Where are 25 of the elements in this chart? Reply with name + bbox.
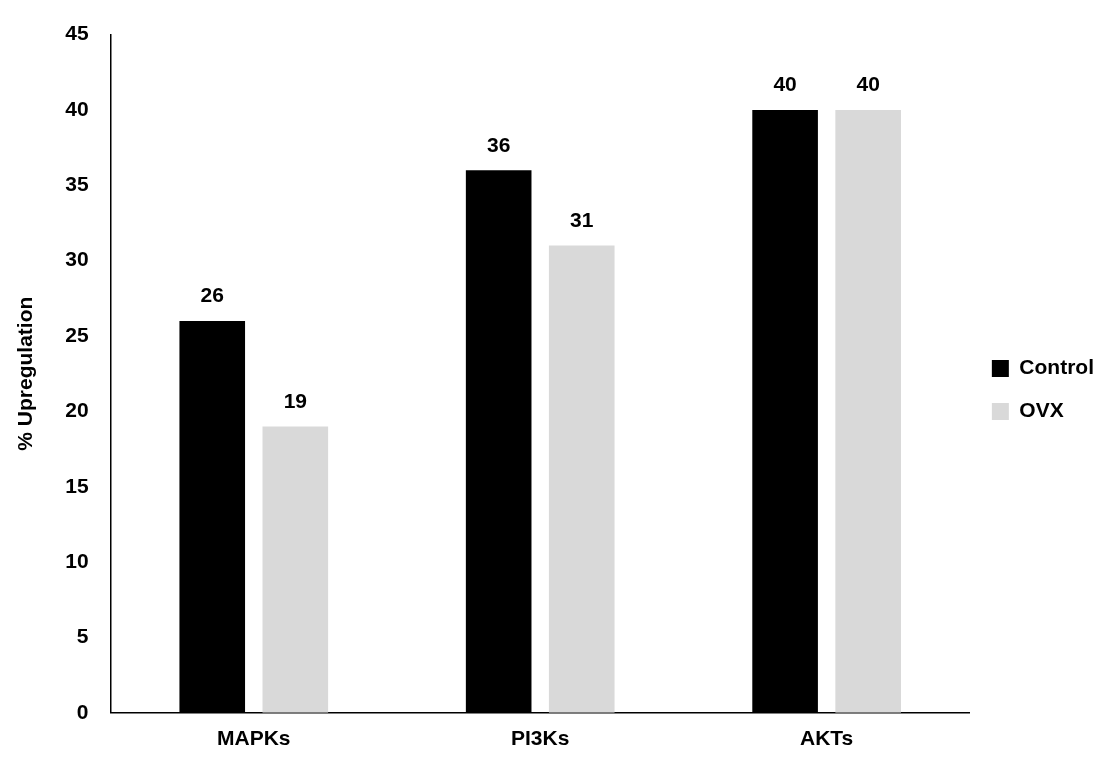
y-axis-title: % Upregulation <box>13 296 37 451</box>
y-tick-label: 35 <box>65 172 89 196</box>
data-label: 26 <box>200 283 224 307</box>
y-tick-label: 15 <box>65 473 89 497</box>
y-tick-label: 40 <box>65 96 89 120</box>
data-label: 31 <box>570 207 594 231</box>
x-tick-label: MAPKs <box>217 726 291 750</box>
y-tick-label: 20 <box>65 398 89 422</box>
y-tick-label: 5 <box>76 624 89 648</box>
y-tick-label: 45 <box>65 21 89 45</box>
y-tick-label: 25 <box>65 322 89 346</box>
y-tick-label: 10 <box>65 548 89 572</box>
x-tick-label: PI3Ks <box>511 726 570 750</box>
bar <box>835 109 901 713</box>
y-tick-label: 0 <box>76 699 89 723</box>
legend-label: OVX <box>1019 398 1064 422</box>
data-label: 40 <box>773 72 797 96</box>
x-tick-label: AKTs <box>800 726 854 750</box>
bar <box>262 426 329 713</box>
y-tick-label: 30 <box>65 247 89 271</box>
data-label: 36 <box>486 132 511 156</box>
data-label: 40 <box>856 72 880 96</box>
legend-label: Control <box>1019 355 1095 379</box>
data-label: 19 <box>283 388 307 412</box>
bar <box>548 245 615 713</box>
